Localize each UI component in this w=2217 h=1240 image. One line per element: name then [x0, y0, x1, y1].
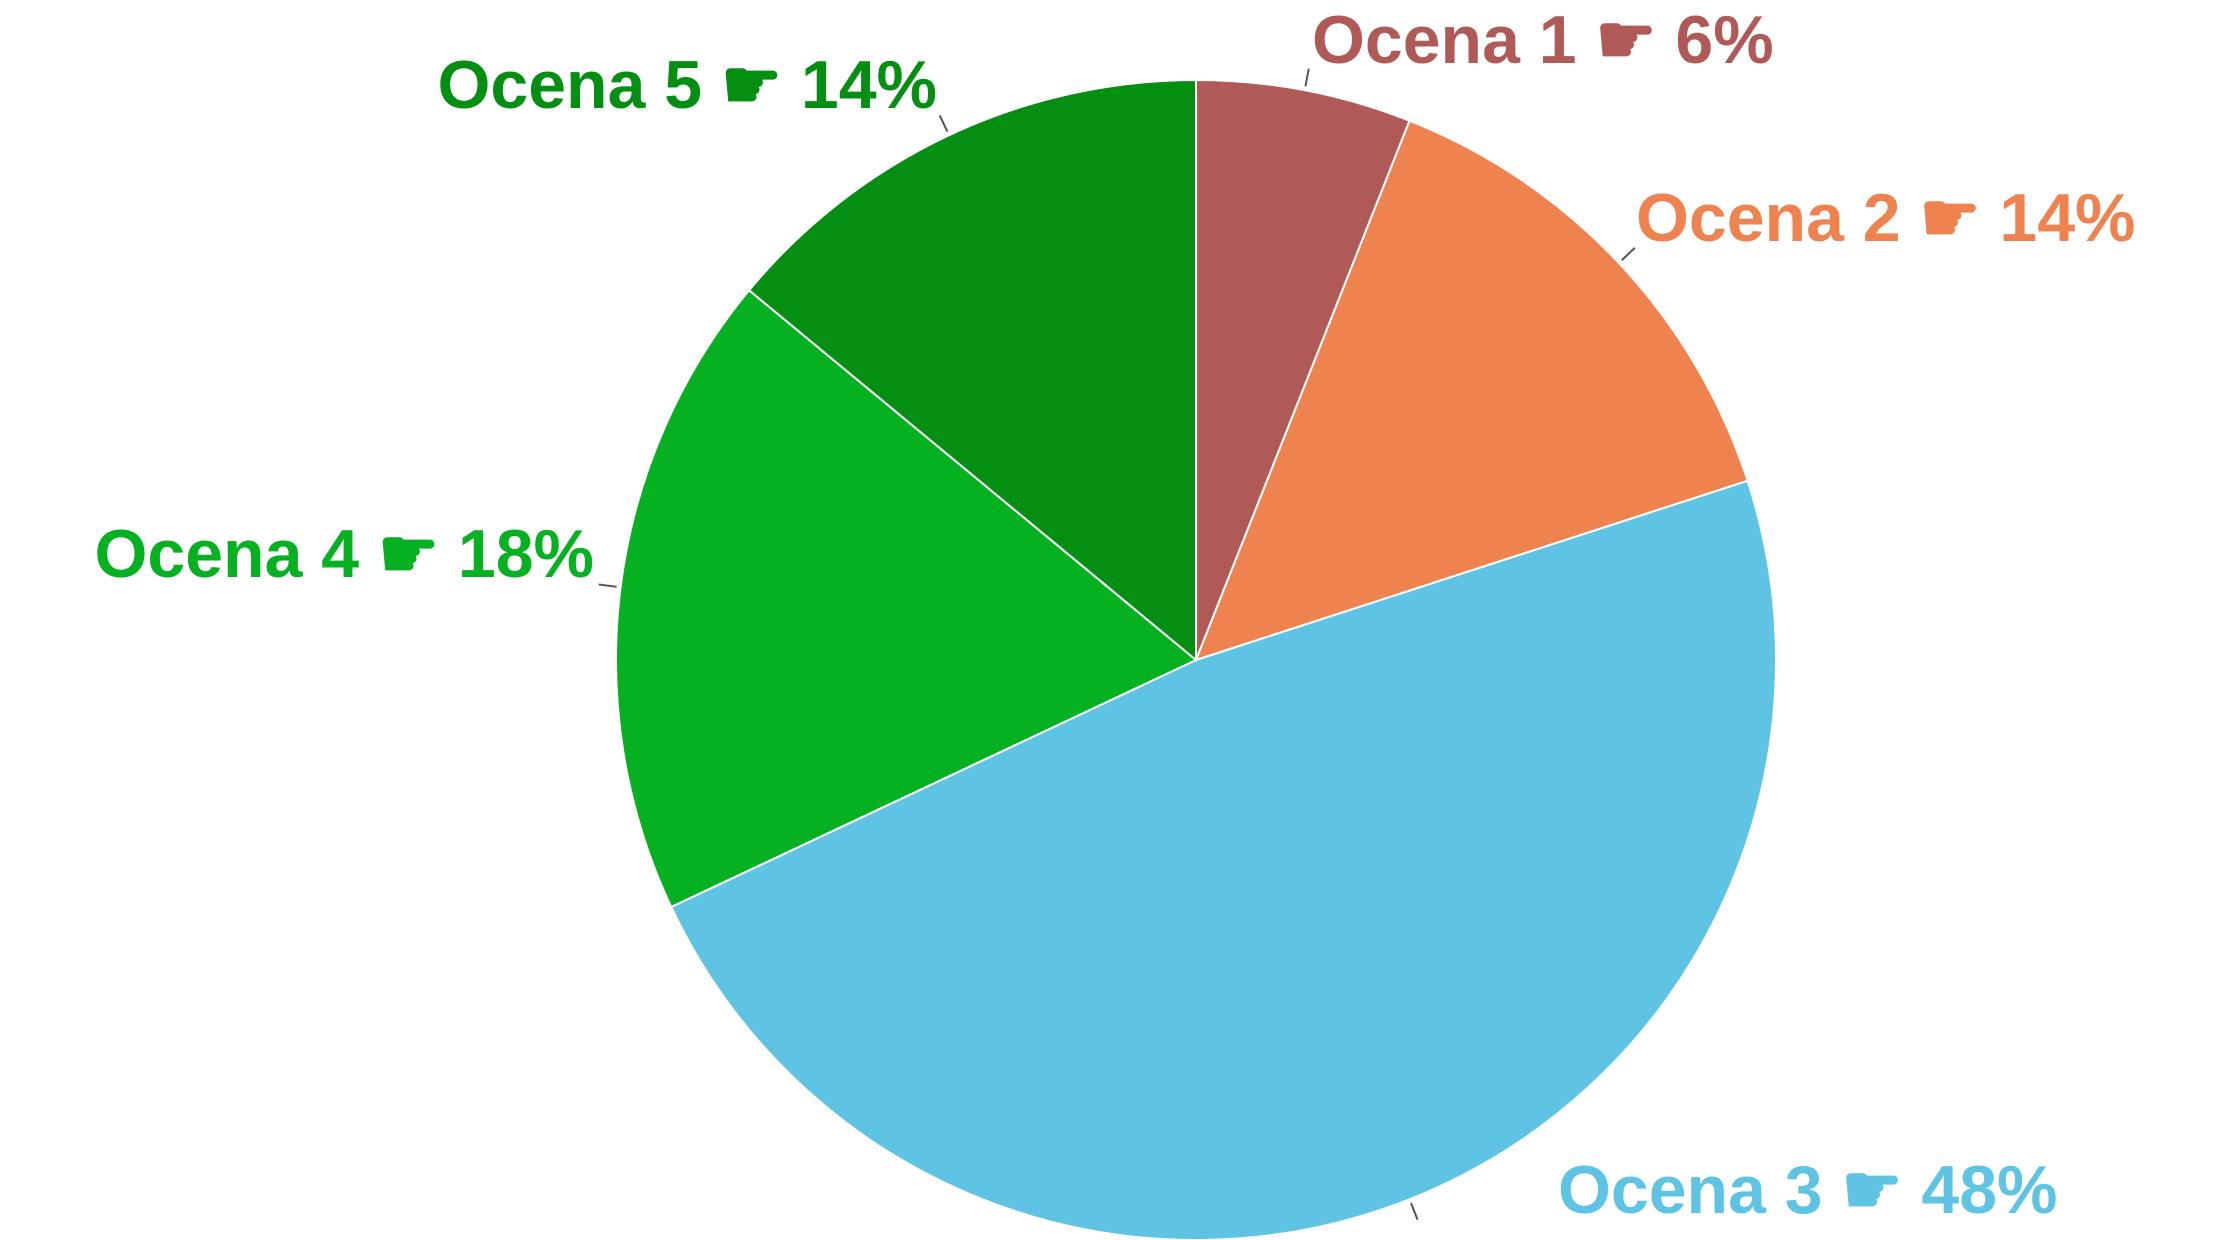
slice-category: Ocena 4 — [95, 516, 360, 592]
slice-value-label: ☛ 14% — [1920, 180, 2136, 256]
slice-category: Ocena 3 — [1558, 1152, 1823, 1228]
leader-line — [1621, 247, 1636, 261]
slice-label: Ocena 1 ☛ 6% — [1312, 2, 1774, 78]
slice-value-label: ☛ 14% — [721, 47, 937, 123]
slice-value-label: ☛ 48% — [1842, 1152, 2058, 1228]
slice-label: Ocena 3 ☛ 48% — [1558, 1152, 2057, 1228]
pie-slice — [1195, 78, 1411, 661]
slice-label: Ocena 4 ☛ 18% — [95, 516, 594, 592]
leader-line — [1410, 1202, 1419, 1221]
slice-value-label: ☛ 18% — [378, 516, 594, 592]
slice-category: Ocena 1 — [1312, 2, 1577, 78]
leader-line — [598, 583, 617, 588]
slice-value-label: ☛ 6% — [1596, 2, 1774, 78]
slice-label: Ocena 5 ☛ 14% — [438, 47, 937, 123]
pie-slice — [615, 288, 1198, 909]
slice-category: Ocena 5 — [438, 47, 703, 123]
slice-label: Ocena 2 ☛ 14% — [1636, 180, 2135, 256]
pie-slice — [669, 479, 1777, 1240]
leader-line — [938, 114, 949, 133]
slice-category: Ocena 2 — [1636, 180, 1901, 256]
pie-slice — [747, 78, 1197, 663]
leader-line — [1304, 68, 1310, 87]
